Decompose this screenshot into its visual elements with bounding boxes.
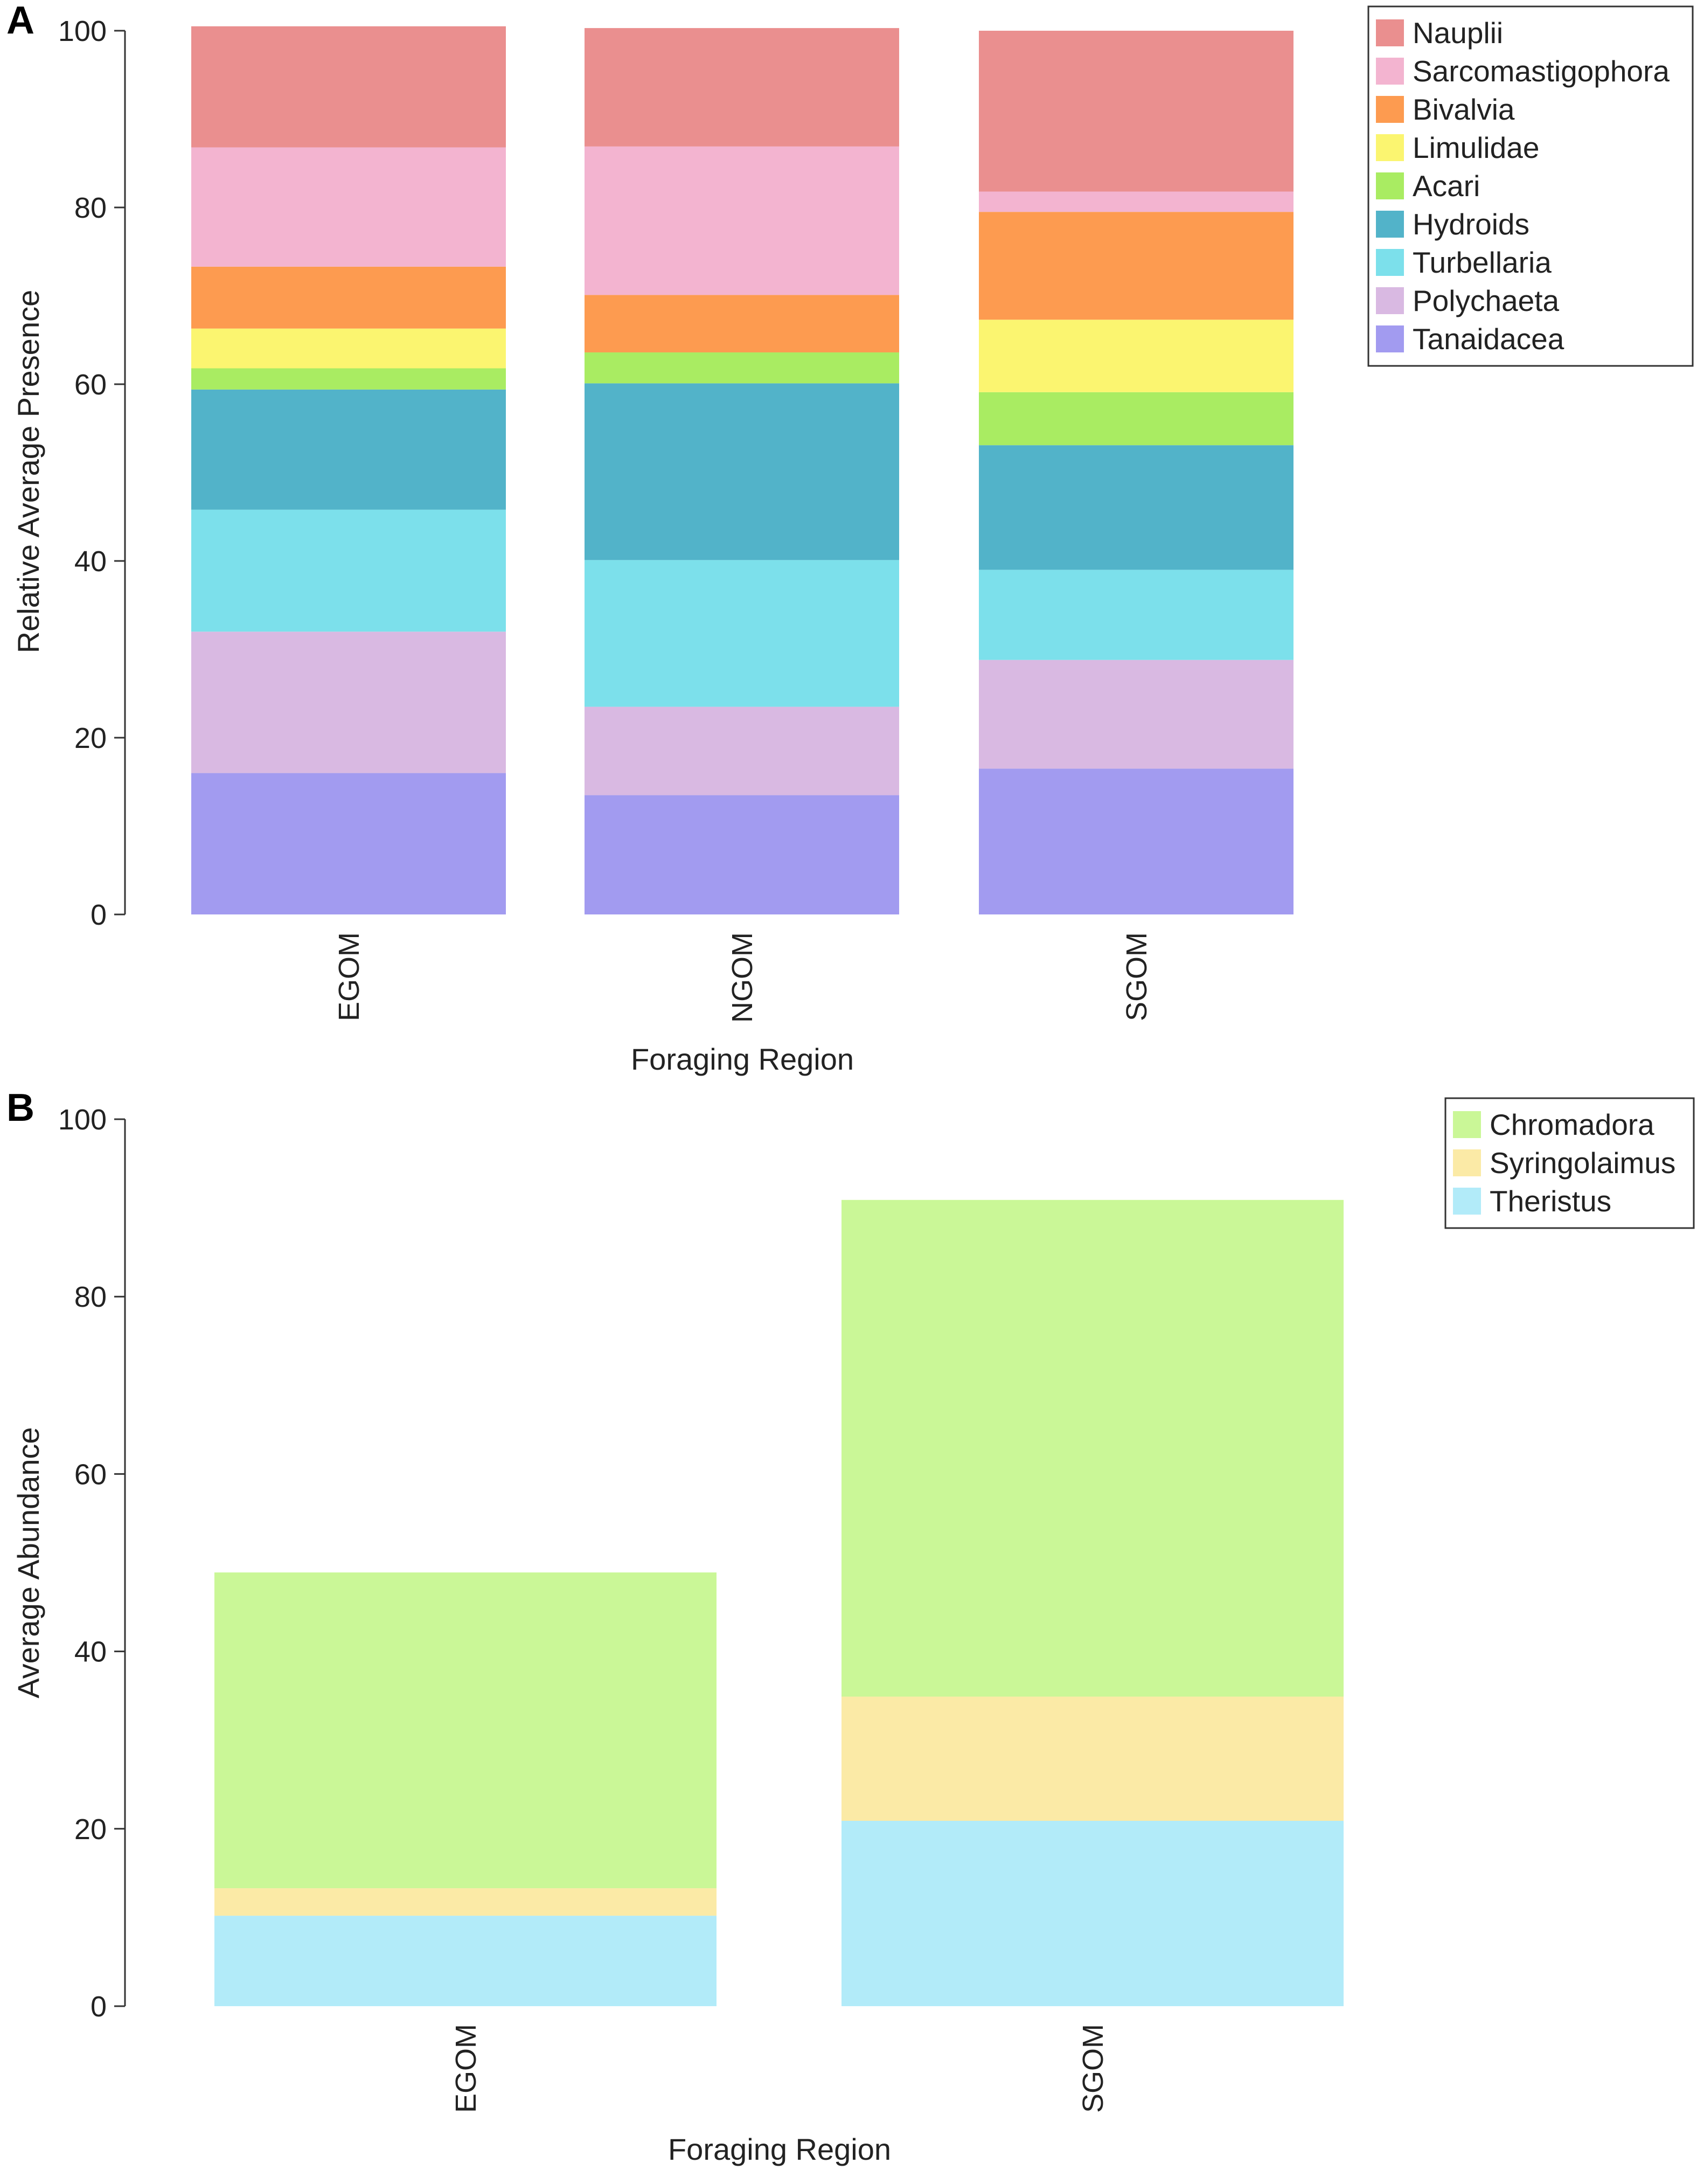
y-tick-label: 20 [74,722,107,754]
bar-segment-sgom-limulidae [979,320,1293,392]
bar-segment-egom-theristus [214,1916,717,2006]
legend-label-tanaidacea: Tanaidacea [1413,322,1564,356]
legend-swatch-polychaeta [1376,287,1404,314]
panel-b-bars [214,1200,1344,2006]
panel-a-y-axis: 0 20 40 60 80 100 [58,15,126,931]
y-tick-label: 40 [74,1636,107,1668]
bar-segment-sgom-sarcomastigophora [979,191,1293,212]
panel-b-legend: Chromadora Syringolaimus Theristus [1444,1097,1695,1229]
legend-box [1367,5,1694,367]
panel-a-legend: Nauplii Sarcomastigophora Bivalvia Limulida… [1367,5,1694,367]
bar-segment-ngom-acari [585,352,899,384]
legend-box [1444,1097,1695,1229]
legend-label-chromadora: Chromadora [1490,1108,1654,1141]
panel-b-letter: B [6,1086,34,1129]
x-tick-label-egom: EGOM [450,2024,482,2113]
y-tick-label: 60 [74,369,107,401]
bar-segment-egom-limulidae [191,328,506,369]
bar-segment-sgom-acari [979,392,1293,446]
panel-b-y-axis: 0 20 40 60 80 100 [58,1104,126,2023]
legend-swatch-acari [1376,172,1404,199]
bar-segment-sgom-syringolaimus [841,1696,1344,1821]
bar-segment-sgom-tanaidacea [979,768,1293,914]
bar-segment-sgom-bivalvia [979,212,1293,320]
legend-label-polychaeta: Polychaeta [1413,284,1560,317]
legend-swatch-sarcomastigophora [1376,58,1404,85]
bar-segment-egom-polychaeta [191,632,506,773]
panel-a: A 0 20 40 60 80 100 EGOM NGOM SGOM Relative Ave… [6,0,1694,1076]
y-tick-label: 80 [74,1281,107,1313]
legend-label-nauplii: Nauplii [1413,16,1503,50]
legend-swatch-syringolaimus [1453,1149,1481,1176]
bar-segment-egom-syringolaimus [214,1888,717,1916]
bar-segment-ngom-hydroids [585,383,899,560]
panel-a-y-axis-title: Relative Average Presence [11,290,45,654]
bar-segment-ngom-sarcomastigophora [585,146,899,295]
legend-label-limulidae: Limulidae [1413,131,1539,164]
legend-label-theristus: Theristus [1490,1184,1611,1218]
bar-segment-sgom-hydroids [979,445,1293,570]
x-tick-label-sgom: SGOM [1077,2024,1109,2113]
legend-swatch-hydroids [1376,211,1404,238]
y-tick-label: 100 [58,15,107,47]
bar-segment-egom-bivalvia [191,266,506,329]
legend-label-acari: Acari [1413,169,1480,203]
y-tick-label: 20 [74,1813,107,1846]
y-tick-label: 40 [74,545,107,578]
bar-segment-ngom-turbellaria [585,560,899,707]
bar-segment-ngom-tanaidacea [585,795,899,914]
bar-segment-egom-tanaidacea [191,773,506,914]
panel-a-letter: A [6,0,34,42]
bar-segment-ngom-bivalvia [585,295,899,352]
bar-segment-sgom-polychaeta [979,660,1293,769]
legend-label-bivalvia: Bivalvia [1413,93,1515,126]
bar-segment-sgom-theristus [841,1820,1344,2006]
bar-segment-ngom-nauplii [585,28,899,147]
legend-label-hydroids: Hydroids [1413,207,1529,241]
bar-segment-egom-nauplii [191,26,506,148]
bar-segment-egom-sarcomastigophora [191,147,506,267]
panel-a-bars [191,26,1293,914]
y-tick-label: 60 [74,1458,107,1490]
y-tick-label: 0 [91,899,107,931]
bar-segment-sgom-nauplii [979,31,1293,192]
bar-segment-sgom-turbellaria [979,570,1293,660]
legend-label-turbellaria: Turbellaria [1413,246,1552,279]
legend-swatch-limulidae [1376,134,1404,161]
x-tick-label-egom: EGOM [333,932,365,1021]
legend-swatch-bivalvia [1376,96,1404,123]
bar-segment-egom-acari [191,368,506,390]
legend-swatch-tanaidacea [1376,325,1404,352]
y-tick-label: 80 [74,192,107,224]
legend-swatch-theristus [1453,1188,1481,1215]
x-tick-label-ngom: NGOM [726,932,759,1023]
panel-b: B 0 20 40 60 80 100 EGOM SGOM Average Abundanc… [6,1086,1695,2166]
y-tick-label: 0 [91,1991,107,2023]
legend-swatch-turbellaria [1376,249,1404,276]
legend-label-syringolaimus: Syringolaimus [1490,1146,1675,1180]
panel-b-y-axis-title: Average Abundance [11,1427,45,1698]
bar-segment-egom-chromadora [214,1572,717,1889]
legend-swatch-nauplii [1376,19,1404,46]
x-tick-label-sgom: SGOM [1121,932,1153,1021]
legend-label-sarcomastigophora: Sarcomastigophora [1413,54,1670,88]
bar-segment-egom-turbellaria [191,509,506,632]
panel-b-x-axis-title: Foraging Region [668,2132,891,2166]
bar-segment-egom-hydroids [191,389,506,510]
legend-swatch-chromadora [1453,1111,1481,1138]
bar-segment-sgom-chromadora [841,1200,1344,1697]
panel-b-x-axis: EGOM SGOM [450,2024,1109,2113]
panel-a-x-axis: EGOM NGOM SGOM [333,932,1153,1023]
panel-a-x-axis-title: Foraging Region [631,1042,854,1076]
y-tick-label: 100 [58,1104,107,1136]
bar-segment-ngom-polychaeta [585,706,899,795]
